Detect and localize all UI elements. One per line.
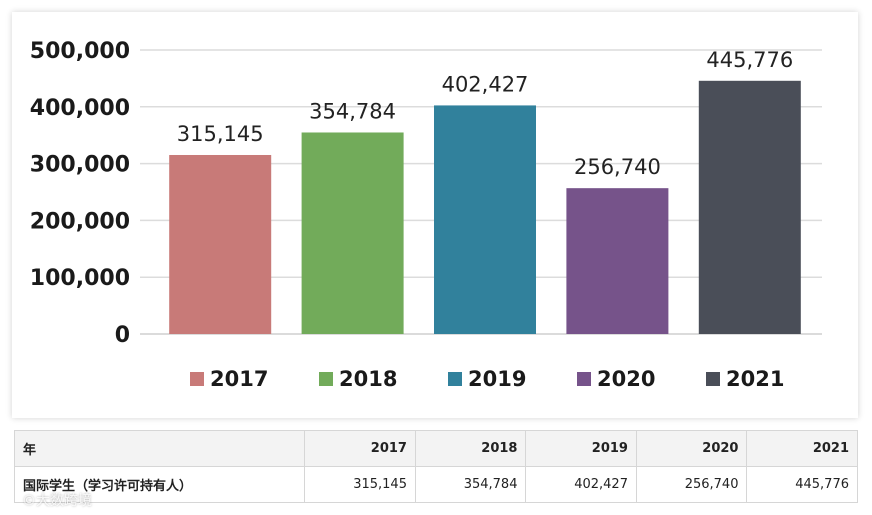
cell-2017: 315,145	[304, 466, 416, 503]
bar-2018	[301, 132, 404, 334]
cell-2021: 445,776	[746, 466, 858, 503]
header-year: 年	[13, 430, 306, 467]
y-tick-label: 400,000	[30, 96, 130, 121]
bar-2021	[698, 80, 801, 335]
chart-card: 0 100,000 200,000 300,000 400,000 500,000 315,…	[12, 12, 858, 418]
bar-2020	[566, 188, 669, 334]
header-2018: 2018	[414, 430, 527, 467]
bar-chart: 0 100,000 200,000 300,000 400,000 500,000 315,…	[30, 39, 822, 391]
y-tick-label: 500,000	[30, 39, 130, 64]
header-2019: 2019	[525, 430, 637, 467]
header-2021: 2021	[746, 430, 858, 467]
legend-label-2020: 2020	[597, 367, 655, 391]
legend-swatch-2017	[190, 372, 204, 386]
legend-swatch-2018	[319, 372, 333, 386]
y-tick-label: 100,000	[30, 266, 130, 291]
data-label-2017: 315,145	[177, 122, 264, 146]
header-2020: 2020	[635, 430, 748, 467]
data-table: 年 2017 2018 2019 2020 2021 国际学生（学习许可持有人）…	[13, 430, 858, 503]
legend-label-2017: 2017	[210, 367, 268, 391]
data-label-2021: 445,776	[706, 48, 793, 72]
legend-swatch-2019	[448, 372, 462, 386]
data-label-2019: 402,427	[442, 72, 529, 96]
legend-swatch-2021	[706, 372, 720, 386]
bar-2017	[169, 154, 272, 334]
data-label-2018: 354,784	[309, 99, 396, 123]
watermark: ©大数跨境	[22, 493, 92, 509]
cell-2020: 256,740	[635, 466, 748, 503]
legend-label-2019: 2019	[468, 367, 526, 391]
cell-2019: 402,427	[525, 466, 637, 503]
legend-label-2021: 2021	[726, 367, 784, 391]
table-header-row: 年 2017 2018 2019 2020 2021	[13, 430, 858, 467]
y-tick-label: 300,000	[30, 153, 130, 178]
legend-label-2018: 2018	[339, 367, 397, 391]
row-label: 国际学生（学习许可持有人）	[13, 466, 306, 503]
data-label-2020: 256,740	[574, 155, 661, 179]
cell-2018: 354,784	[414, 466, 527, 503]
header-2017: 2017	[304, 430, 416, 467]
y-tick-label: 0	[115, 323, 130, 348]
legend-swatch-2020	[577, 372, 591, 386]
bar-2019	[434, 105, 536, 334]
table-row: 国际学生（学习许可持有人） 315,145 354,784 402,427 25…	[13, 466, 858, 503]
y-tick-label: 200,000	[30, 209, 130, 234]
